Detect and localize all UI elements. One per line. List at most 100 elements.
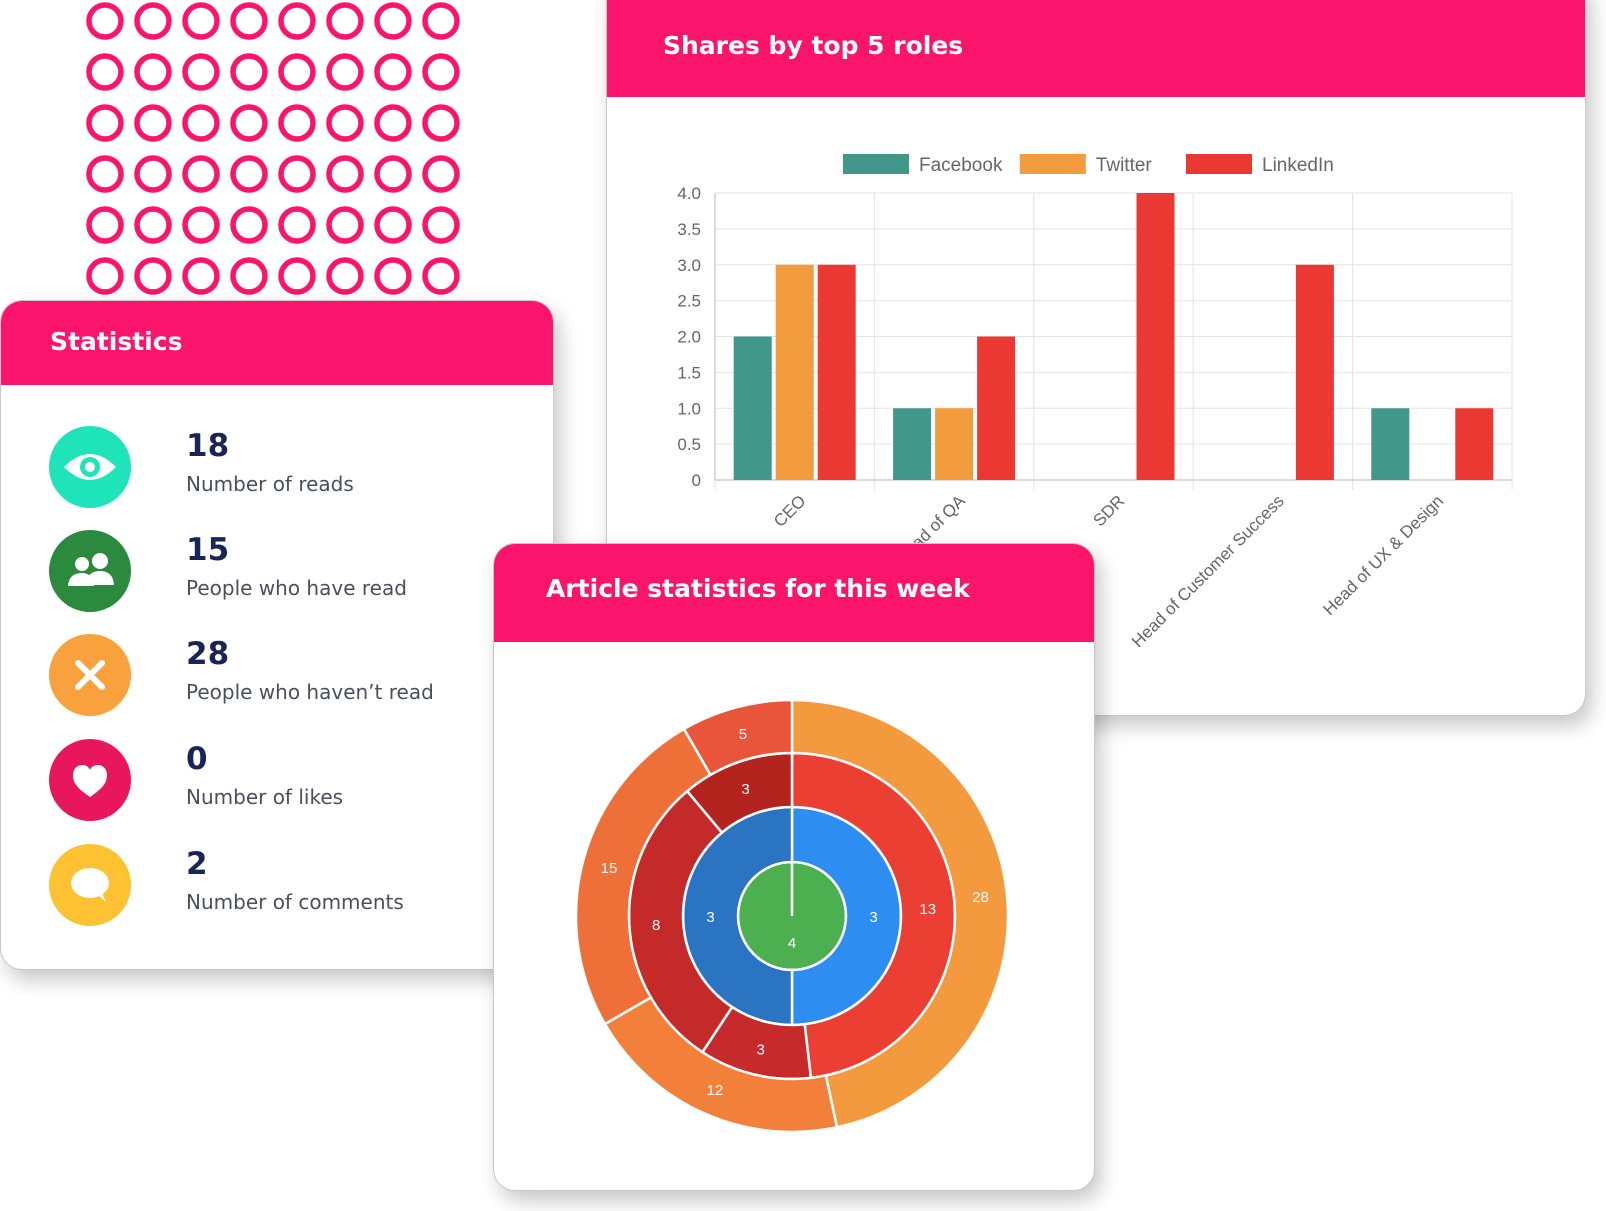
decor-ring [422, 53, 460, 91]
sunburst-segment [790, 698, 1010, 1129]
x-tick-label: SDR [1090, 491, 1129, 530]
bar-twitter [935, 408, 974, 480]
decor-ring [422, 155, 460, 193]
stat-row-reads: 18 Number of reads [49, 426, 529, 510]
y-tick-label: 1.5 [677, 363, 701, 382]
sunburst-value-label: 8 [652, 917, 660, 934]
decor-ring [230, 53, 268, 91]
stat-row-people-read: 15 People who have read [49, 530, 529, 614]
decor-ring [326, 53, 364, 91]
decor-ring [278, 257, 316, 295]
decor-ring [326, 2, 364, 40]
stat-label: Number of likes [186, 785, 344, 809]
sunburst-segment [682, 698, 794, 777]
x-tick-label: Head of Customer Success [1128, 491, 1288, 651]
decor-ring [374, 155, 412, 193]
decor-ring [182, 155, 220, 193]
legend-swatch-twitter [1019, 154, 1086, 174]
decor-ring [182, 257, 220, 295]
article-card-header [494, 544, 1094, 642]
stat-row-people-not-read: 28 People who haven’t read [49, 634, 529, 718]
decor-ring [278, 206, 316, 244]
stat-label: Number of reads [186, 472, 354, 496]
x-tick-label: CEO [770, 491, 809, 530]
decor-ring [86, 2, 124, 40]
stat-label: People who haven’t read [186, 680, 434, 704]
bar-facebook [1371, 408, 1410, 480]
bar-linkedin [817, 264, 856, 480]
legend-label-facebook: Facebook [919, 155, 1003, 176]
decor-ring [182, 104, 220, 142]
decor-ring [422, 2, 460, 40]
decor-ring [86, 257, 124, 295]
y-tick-label: 3.5 [677, 220, 701, 239]
decor-ring [326, 104, 364, 142]
sunburst-value-label: 3 [706, 909, 714, 926]
decor-ring [422, 257, 460, 295]
decor-ring [374, 104, 412, 142]
decor-ring [374, 206, 412, 244]
sunburst-value-label: 28 [972, 889, 989, 906]
decor-ring [134, 2, 172, 40]
decor-ring [278, 53, 316, 91]
decor-ring [134, 104, 172, 142]
stat-row-comments: 2 Number of comments [49, 844, 529, 928]
stat-value: 28 [186, 636, 230, 672]
decor-ring [182, 2, 220, 40]
decor-ring [230, 206, 268, 244]
decor-ring [134, 53, 172, 91]
statistics-card-title: Statistics [50, 327, 183, 356]
decor-ring [230, 104, 268, 142]
y-tick-label: 3.0 [677, 256, 701, 275]
y-tick-label: 0.5 [677, 435, 701, 454]
sunburst-value-label: 5 [739, 726, 747, 743]
decor-ring [134, 257, 172, 295]
statistics-card-header [1, 301, 553, 385]
decor-ring [278, 2, 316, 40]
y-tick-label: 2.5 [677, 292, 701, 311]
stat-value: 15 [186, 532, 230, 568]
decor-ring [230, 257, 268, 295]
stat-label: People who have read [186, 576, 407, 600]
decor-ring [326, 206, 364, 244]
legend-swatch-facebook [843, 154, 909, 174]
shares-card-header [607, 0, 1585, 97]
decor-ring [374, 257, 412, 295]
sunburst-value-label: 15 [601, 860, 618, 877]
statistics-card: Statistics 18 Number of reads 15 People … [0, 300, 554, 970]
decor-ring [182, 53, 220, 91]
decor-ring [326, 257, 364, 295]
stat-value: 0 [186, 741, 208, 777]
close-icon [49, 634, 131, 716]
y-tick-label: 0 [692, 471, 701, 490]
decor-ring [182, 206, 220, 244]
bar-linkedin [1295, 264, 1334, 480]
decor-ring [86, 104, 124, 142]
decor-ring [422, 206, 460, 244]
legend-label-twitter: Twitter [1096, 155, 1153, 176]
sunburst-value-label: 4 [788, 935, 796, 952]
users-icon [49, 530, 131, 612]
bar-twitter [775, 264, 814, 480]
sunburst-value-label: 3 [741, 781, 749, 798]
article-sunburst-chart: 4 3 3 13 3 8 3 28 12 15 5 [574, 698, 1010, 1134]
bar-facebook [733, 336, 772, 480]
y-tick-label: 4.0 [677, 184, 701, 203]
y-tick-label: 2.0 [677, 328, 701, 347]
sunburst-value-label: 3 [869, 909, 877, 926]
bar-linkedin [977, 336, 1016, 480]
legend-label-linkedin: LinkedIn [1262, 155, 1334, 176]
sunburst-value-label: 3 [756, 1041, 764, 1058]
stat-value: 18 [186, 428, 230, 464]
decor-ring [278, 155, 316, 193]
y-tick-label: 1.0 [677, 399, 701, 418]
comment-icon [49, 844, 131, 926]
x-tick-label: Head of UX & Design [1319, 491, 1447, 619]
stat-label: Number of comments [186, 890, 404, 914]
decor-ring [422, 104, 460, 142]
article-card-title: Article statistics for this week [546, 574, 970, 603]
legend-swatch-linkedin [1186, 154, 1252, 174]
decor-ring [86, 206, 124, 244]
sunburst-value-label: 12 [707, 1082, 724, 1099]
